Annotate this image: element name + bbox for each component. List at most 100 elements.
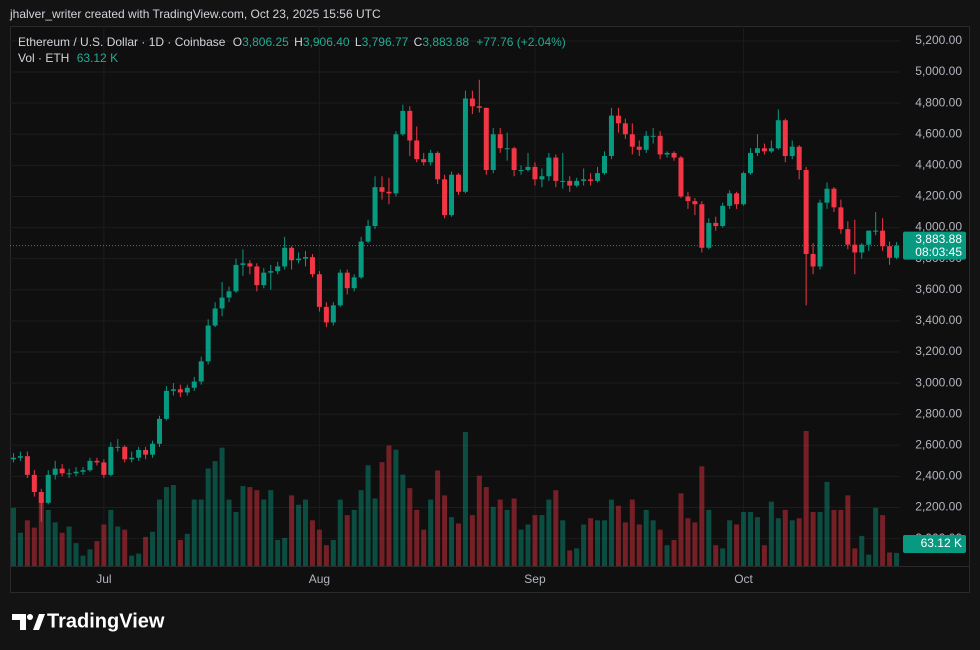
volume-bar <box>511 498 517 566</box>
legend-l-label: L <box>355 35 362 49</box>
volume-bar <box>546 499 552 566</box>
volume-bar <box>532 515 538 566</box>
volume-bar <box>601 520 607 566</box>
candle-body <box>289 247 295 261</box>
candle-body <box>866 230 872 245</box>
volume-bar <box>803 431 809 566</box>
x-tick-label: Jul <box>96 572 111 586</box>
candle-body <box>601 156 607 174</box>
volume-bar <box>490 506 496 566</box>
volume-bar <box>386 445 392 566</box>
volume-bar <box>782 509 788 566</box>
y-tick-label: 3,600.00 <box>915 282 962 296</box>
volume-bar <box>796 518 802 566</box>
candle-body <box>845 229 851 245</box>
volume-bar <box>400 474 406 566</box>
candle-body <box>282 247 288 267</box>
candle-body <box>741 173 747 205</box>
volume-bar <box>240 486 246 566</box>
volume-bar <box>810 512 816 566</box>
candle-body <box>449 174 455 216</box>
volume-bar <box>191 499 197 566</box>
candle-body <box>588 179 594 181</box>
volume-bar <box>101 524 107 566</box>
volume-bar <box>741 512 747 566</box>
candle-body <box>365 226 371 242</box>
candle-body <box>518 170 524 172</box>
candle-body <box>803 170 809 255</box>
y-tick-label: 5,200.00 <box>915 33 962 47</box>
candle-body <box>720 205 726 227</box>
volume-bar <box>539 515 545 566</box>
volume-bar <box>428 499 434 566</box>
candle-body <box>414 140 420 160</box>
candle-body <box>80 470 86 472</box>
y-tick-label: 4,800.00 <box>915 95 962 109</box>
volume-bar <box>727 520 733 566</box>
volume-bar <box>761 545 767 566</box>
volume-bar <box>435 470 441 566</box>
volume-bar <box>309 520 315 566</box>
y-tick-label: 3,000.00 <box>915 375 962 389</box>
candle-body <box>859 244 865 253</box>
candle-body <box>643 135 649 150</box>
candle-body <box>87 460 93 471</box>
candle-body <box>400 110 406 135</box>
candle-body <box>824 188 830 203</box>
candle-body <box>761 148 767 152</box>
candle-body <box>407 110 413 141</box>
volume-bar <box>337 499 343 566</box>
volume-bar <box>365 465 371 566</box>
candle-body <box>115 446 121 448</box>
candle-body <box>309 257 315 275</box>
volume-bar <box>852 548 858 566</box>
candle-body <box>581 179 587 181</box>
volume-bar <box>588 518 594 566</box>
chart-frame <box>10 26 970 593</box>
volume-bar <box>316 529 322 566</box>
candle-body <box>650 135 656 137</box>
candle-body <box>316 274 322 307</box>
candle-body <box>615 115 621 124</box>
candle-body <box>212 308 218 326</box>
candle-body <box>706 222 712 248</box>
candle-body <box>226 291 232 298</box>
volume-bar <box>198 499 204 566</box>
volume-bar <box>80 555 86 566</box>
candle-body <box>553 157 559 181</box>
candle-body <box>775 120 781 149</box>
volume-bar <box>115 526 121 566</box>
volume-bar <box>887 552 893 566</box>
candle-body <box>476 106 482 108</box>
volume-bar <box>205 468 211 566</box>
volume-bar <box>560 520 566 566</box>
y-tick-label: 4,200.00 <box>915 189 962 203</box>
candle-body <box>880 230 886 247</box>
volume-bar <box>748 512 754 566</box>
volume-bar <box>17 532 23 566</box>
volume-bar <box>685 518 691 566</box>
candle-body <box>143 449 149 455</box>
volume-bar <box>52 522 58 566</box>
candle-body <box>24 456 30 475</box>
volume-bar <box>296 504 302 566</box>
candle-body <box>73 471 79 474</box>
candle-body <box>525 166 531 171</box>
volume-bar <box>212 461 218 566</box>
y-tick-label: 5,000.00 <box>915 64 962 78</box>
volume-bar <box>595 520 601 566</box>
candle-body <box>163 390 169 419</box>
candle-body <box>699 204 705 248</box>
candle-body <box>664 152 670 155</box>
legend-o: 3,806.25 <box>242 35 289 49</box>
candle-body <box>894 245 900 258</box>
volume-bar <box>247 487 253 566</box>
volume-bar <box>824 481 830 566</box>
candle-body <box>546 157 552 177</box>
price-layer <box>10 79 900 522</box>
volume-bar <box>497 499 503 566</box>
legend-change: +77.76 (+2.04%) <box>476 35 565 49</box>
grid <box>10 26 900 566</box>
legend: Ethereum / U.S. Dollar · 1D · Coinbase O… <box>18 35 566 49</box>
